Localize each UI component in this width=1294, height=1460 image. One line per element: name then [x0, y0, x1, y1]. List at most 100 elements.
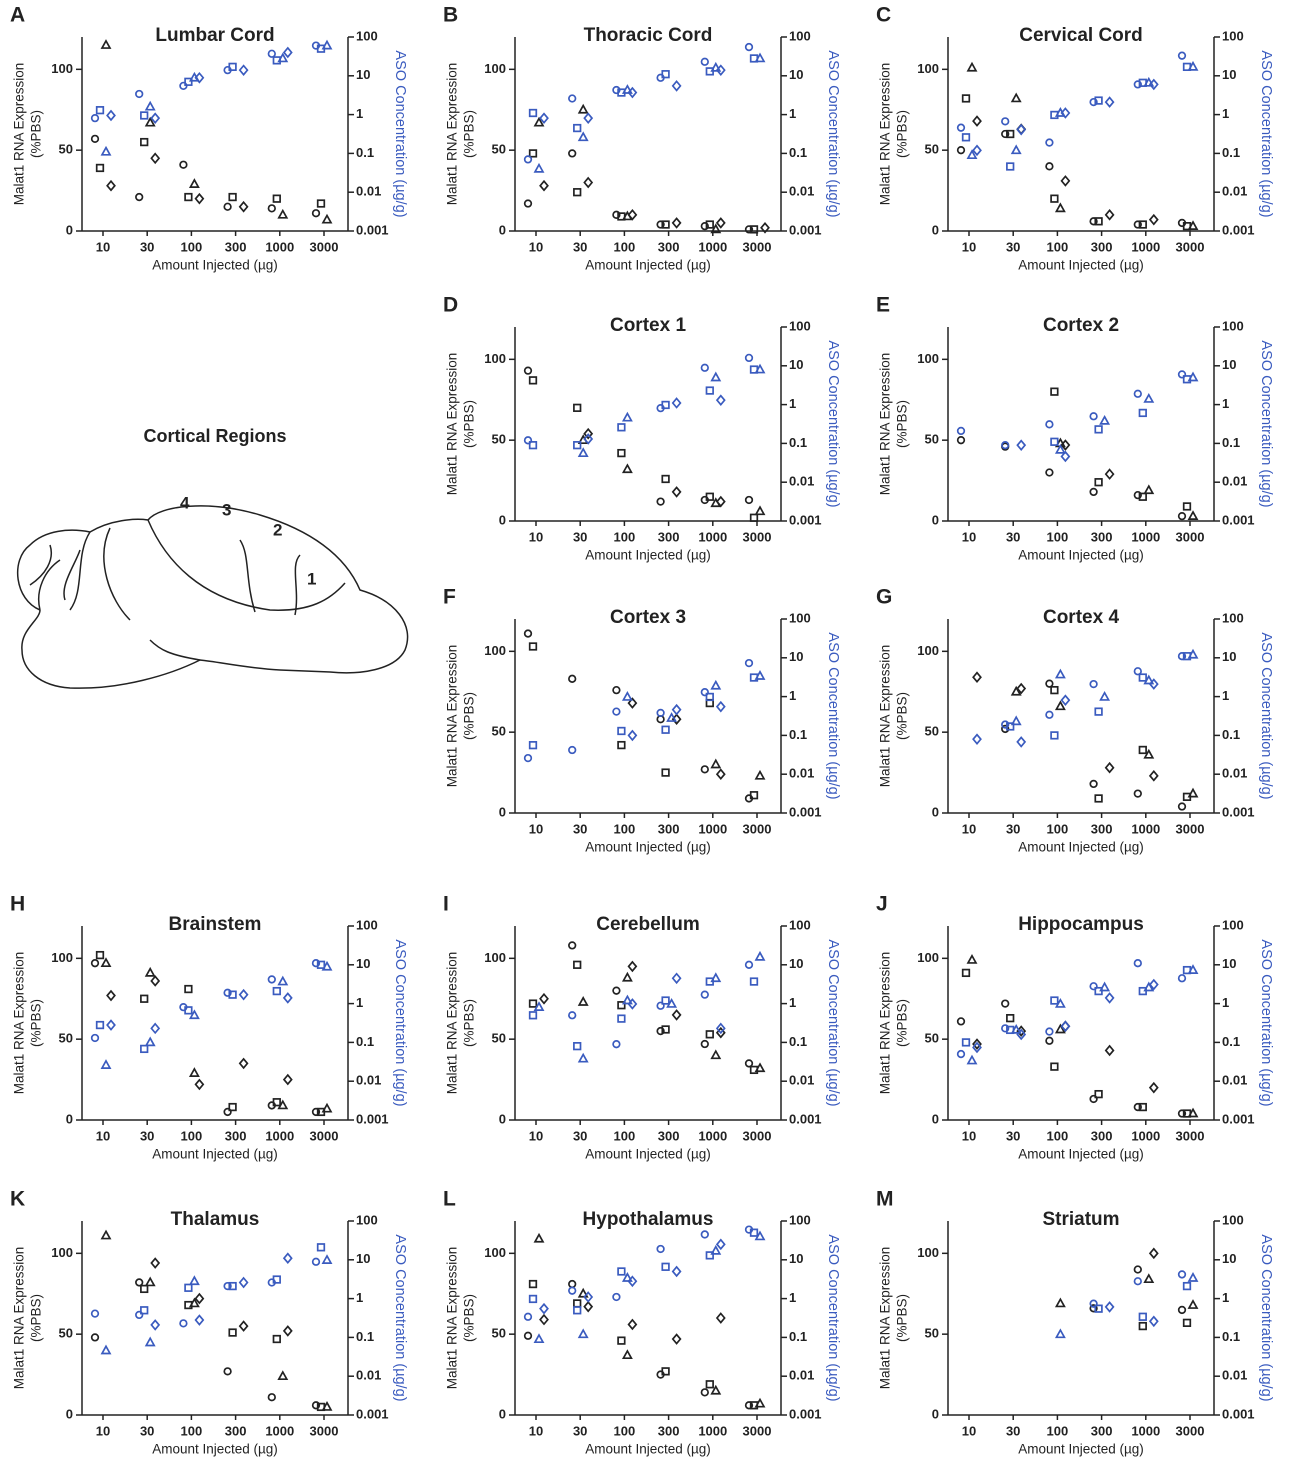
y2-tick-label: 100: [356, 28, 378, 43]
marker-square: [617, 1267, 626, 1276]
y-tick-label: 0: [66, 1406, 73, 1421]
y2-axis-label: ASO Concentration (µg/g): [825, 50, 841, 217]
chart-panel: F Cortex 3 0 50 100 0.001 0.01 0.1 1 10 100 10 30 100…: [443, 586, 841, 855]
y2-tick-label: 100: [789, 917, 811, 932]
marker-circle: [179, 160, 188, 169]
x-tick-label: 300: [1091, 1128, 1113, 1143]
marker-diamond: [238, 1276, 249, 1289]
x-tick-label: 100: [1047, 1423, 1069, 1438]
series: [1104, 1301, 1159, 1328]
x-axis-label: Amount Injected (µg): [152, 1442, 278, 1457]
y-tick-label: 50: [59, 142, 73, 157]
x-tick-label: 300: [1091, 1423, 1113, 1438]
marker-circle: [1133, 1265, 1142, 1274]
marker-diamond: [627, 86, 638, 99]
marker-diamond: [194, 71, 205, 84]
marker-diamond: [150, 1257, 161, 1269]
marker-circle: [1089, 217, 1098, 226]
x-tick-label: 100: [1047, 239, 1069, 254]
marker-square: [573, 960, 582, 969]
marker-square: [272, 986, 281, 996]
x-tick-label: 30: [573, 821, 587, 836]
marker-circle: [1045, 420, 1054, 429]
series: [577, 363, 766, 458]
marker-triangle: [277, 1099, 289, 1110]
marker-diamond: [715, 700, 726, 713]
y-axis-label: Malat1 RNA Expression: [12, 63, 27, 206]
series: [1054, 371, 1199, 454]
series: [523, 42, 754, 164]
y-axis-label: Malat1 RNA Expression: [445, 63, 460, 206]
y2-tick-label: 0.1: [1222, 1329, 1240, 1344]
x-axis-label: Amount Injected (µg): [152, 1147, 278, 1162]
marker-circle: [568, 149, 577, 158]
y2-tick-label: 1: [789, 995, 796, 1010]
series: [533, 950, 766, 1063]
y-tick-label: 50: [925, 1326, 939, 1341]
x-tick-label: 30: [573, 239, 587, 254]
x-tick-label: 1000: [265, 1423, 294, 1438]
marker-triangle: [1187, 1299, 1199, 1309]
series: [528, 977, 759, 1051]
series: [106, 152, 249, 213]
marker-square: [184, 984, 193, 994]
marker-triangle: [1010, 92, 1022, 103]
marker-triangle: [1010, 715, 1022, 726]
y2-tick-label: 0.1: [789, 1034, 807, 1049]
marker-circle: [1045, 1036, 1054, 1045]
chart-panel: L Hypothalamus 0 50 100 0.001 0.01 0.1 1 10 100 10 3…: [443, 1188, 841, 1457]
chart-panel: A Lumbar Cord 0 50 100 0.001 0.01 0.1 1 10 100 10 30…: [10, 4, 408, 273]
x-tick-label: 10: [529, 1423, 543, 1438]
panel-letter: G: [876, 586, 892, 609]
y2-tick-label: 0.1: [356, 145, 374, 160]
series: [956, 959, 1187, 1059]
marker-circle: [1001, 129, 1010, 139]
series: [140, 1243, 326, 1315]
x-tick-label: 3000: [310, 1423, 339, 1438]
marker-diamond: [972, 1038, 982, 1050]
marker-square: [1138, 1312, 1147, 1321]
x-tick-label: 300: [225, 1128, 247, 1143]
y2-tick-label: 0.1: [1222, 1034, 1240, 1049]
marker-circle: [568, 745, 577, 755]
marker-square: [961, 133, 971, 142]
marker-triangle: [621, 994, 633, 1005]
marker-diamond: [1148, 1247, 1159, 1260]
y2-tick-label: 0.001: [1222, 1406, 1255, 1421]
marker-circle: [311, 1257, 321, 1266]
marker-square: [184, 1283, 193, 1292]
marker-diamond: [1148, 78, 1159, 91]
x-axis-label: Amount Injected (µg): [1018, 548, 1144, 563]
y2-tick-label: 100: [1222, 917, 1244, 932]
y2-tick-label: 0.1: [356, 1329, 374, 1344]
series: [956, 436, 1187, 521]
y2-tick-label: 0.1: [1222, 727, 1240, 742]
marker-diamond: [671, 703, 682, 716]
x-tick-label: 1000: [698, 1128, 727, 1143]
marker-square: [749, 1228, 759, 1237]
marker-square: [573, 1042, 582, 1051]
marker-circle: [135, 89, 144, 99]
marker-circle: [612, 210, 621, 219]
x-tick-label: 100: [181, 239, 203, 254]
y2-tick-label: 1: [1222, 995, 1229, 1010]
marker-diamond: [1104, 1301, 1115, 1313]
series: [539, 960, 726, 1039]
series: [972, 978, 1159, 1054]
y2-axis-label: ASO Concentration (µg/g): [1258, 340, 1274, 507]
x-tick-label: 10: [962, 821, 976, 836]
y2-tick-label: 0.001: [789, 1406, 822, 1421]
y2-tick-label: 100: [789, 28, 811, 43]
marker-triangle: [1187, 648, 1199, 659]
series: [577, 434, 766, 516]
y2-tick-label: 100: [789, 318, 811, 333]
marker-square: [1182, 1281, 1192, 1291]
marker-triangle: [966, 1054, 978, 1065]
y2-axis-label: ASO Concentration (µg/g): [1258, 632, 1274, 799]
marker-circle: [523, 629, 533, 638]
series: [1050, 685, 1192, 803]
marker-triangle: [577, 996, 589, 1006]
marker-triangle: [710, 972, 722, 983]
y2-tick-label: 0.01: [1222, 1368, 1247, 1383]
y-tick-label: 50: [492, 1326, 506, 1341]
